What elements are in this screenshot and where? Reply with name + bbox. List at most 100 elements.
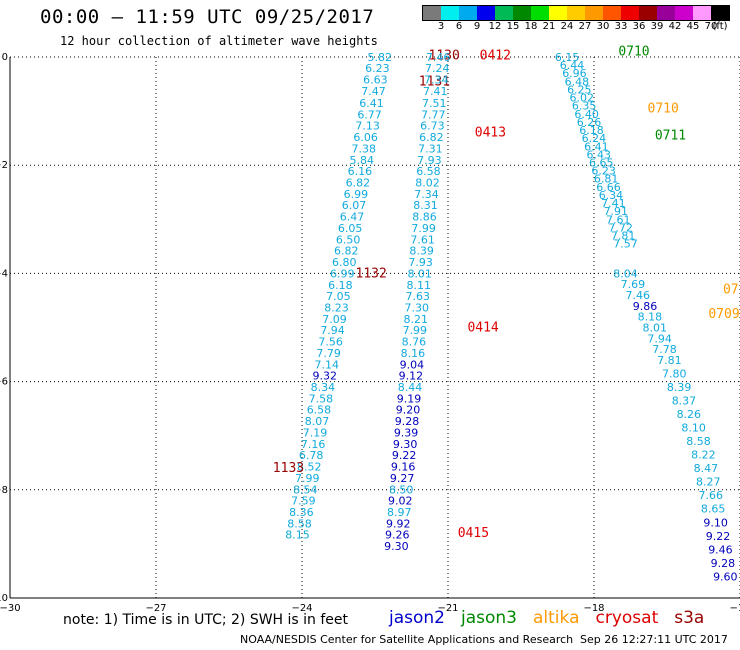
page-title: 00:00 – 11:59 UTC 09/25/2017	[40, 6, 375, 28]
colorbar-swatch	[549, 6, 567, 20]
wave-height-point: 7.63	[405, 290, 430, 303]
colorbar-swatch	[459, 6, 477, 20]
colorbar-swatch	[477, 6, 495, 20]
colorbar-label: 30	[596, 21, 610, 32]
wave-height-point: 9.19	[397, 392, 422, 405]
mission-legend: jason2 jason3 altika cryosat s3a	[389, 608, 704, 628]
pass-time-label: 0711	[655, 128, 686, 143]
mission-legend-item: jason2	[389, 608, 445, 628]
wave-height-point: 7.61	[606, 213, 631, 226]
generated-time: Sep 26 12:27:11 UTC 2017	[580, 633, 728, 646]
wave-height-point: 7.58	[309, 392, 334, 405]
wave-height-point: 8.47	[694, 462, 719, 475]
wave-height-point: 7.77	[421, 108, 446, 121]
wave-height-point: 9.30	[384, 540, 409, 553]
wave-height-point: 6.50	[336, 233, 361, 246]
wave-height-point: 6.05	[338, 222, 363, 235]
pass-time-label: 0709	[708, 307, 739, 322]
wave-height-point: 9.02	[388, 495, 413, 508]
wave-height-point: 9.22	[392, 449, 417, 462]
wave-height-point: 6.78	[299, 449, 324, 462]
colorbar-label: 18	[524, 21, 538, 32]
wave-height-point: 7.61	[410, 233, 435, 246]
wave-height-point: 5.82	[368, 51, 393, 64]
wave-height-point: 9.60	[713, 570, 738, 583]
wave-height-point: 8.23	[324, 301, 349, 314]
colorbar-label: 9	[473, 21, 481, 32]
wave-height-point: 7.91	[604, 205, 629, 218]
wave-height-point: 6.48	[565, 75, 590, 88]
colorbar-labels: 3 6 9 12 15 18 21 24 27 30 33 36 39 42 45 70 (ft)	[422, 21, 730, 35]
wave-height-point: 8.04	[613, 267, 638, 280]
wave-height-point: 6.35	[572, 100, 597, 113]
wave-height-point: 6.41	[584, 140, 609, 153]
x-tick-label: −21	[437, 603, 458, 614]
wave-height-point: 7.56	[318, 336, 343, 349]
colorbar-swatch	[495, 6, 513, 20]
wave-height-point: 9.46	[708, 543, 733, 556]
wave-height-point: 6.07	[342, 199, 367, 212]
x-tick-label: −27	[145, 603, 166, 614]
wave-height-point: 6.99	[344, 188, 369, 201]
colorbar-swatch	[585, 6, 603, 20]
wave-height-point: 8.02	[415, 177, 440, 190]
colorbar-label: 12	[488, 21, 502, 32]
wave-height-point: 9.20	[396, 404, 421, 417]
wave-height-point: 7.93	[408, 256, 433, 269]
mission-legend-item: jason3	[461, 608, 517, 628]
y-tick-label: 0	[2, 52, 8, 63]
colorbar-label: 27	[578, 21, 592, 32]
wave-height-point: 8.10	[681, 422, 706, 435]
wave-height-point: 6.82	[419, 131, 444, 144]
wave-height-point: 6.65	[589, 156, 614, 169]
wave-height-point: 8.11	[406, 279, 431, 292]
wave-height-point: 6.41	[359, 97, 384, 110]
wave-height-point: 6.58	[307, 404, 332, 417]
wave-height-point: 9.27	[390, 472, 415, 485]
colorbar-swatch	[657, 6, 675, 20]
wave-height-point: 6.82	[334, 245, 359, 258]
wave-height-point: 8.18	[638, 311, 663, 324]
wave-height-point: 8.22	[691, 449, 716, 462]
y-tick-label: −6	[0, 377, 8, 388]
colorbar-swatch	[423, 6, 441, 20]
pass-time-label: 0413	[475, 126, 506, 141]
colorbar-label: 3	[437, 21, 445, 32]
wave-height-point: 6.26	[577, 116, 602, 129]
wave-height-point: 8.01	[407, 267, 432, 280]
wave-height-point: 7.51	[422, 97, 447, 110]
wave-height-point: 6.82	[346, 177, 371, 190]
wave-height-point: 7.72	[608, 221, 633, 234]
wave-height-point: 9.28	[395, 415, 420, 428]
pass-time-label: 0710	[618, 45, 649, 60]
colorbar-label: 33	[614, 21, 628, 32]
wave-height-point: 7.79	[316, 347, 341, 360]
pass-time-label: 1132	[356, 266, 387, 281]
wave-height-point: 6.18	[328, 279, 353, 292]
pass-time-label: 1133	[273, 461, 304, 476]
wave-height-point: 8.26	[677, 408, 702, 421]
wave-height-point: 6.66	[596, 181, 621, 194]
wave-height-point: 9.92	[386, 517, 411, 530]
wave-height-point: 6.96	[562, 67, 587, 80]
wave-height-point: 7.47	[361, 85, 386, 98]
wave-height-point: 8.27	[696, 476, 721, 489]
wave-height-point: 7.99	[295, 472, 320, 485]
wave-height-point: 6.24	[582, 132, 607, 145]
y-tick-label: −10	[0, 593, 8, 604]
colorbar-swatch	[711, 6, 729, 20]
wave-height-point: 7.80	[662, 367, 687, 380]
wave-height-point: 7.34	[414, 188, 439, 201]
wave-height-point: 8.39	[409, 245, 434, 258]
wave-height-point: 7.99	[411, 222, 436, 235]
wave-height-point: 7.78	[652, 343, 677, 356]
wave-height-point: 6.02	[570, 92, 595, 105]
wave-height-point: 6.73	[420, 120, 445, 133]
colorbar-label: 45	[686, 21, 700, 32]
wave-height-point: 7.41	[423, 85, 448, 98]
wave-height-point: 6.43	[587, 148, 612, 161]
wave-height-point: 7.30	[405, 301, 430, 314]
wave-height-point: 8.97	[387, 506, 412, 519]
wave-height-point: 9.28	[711, 557, 736, 570]
